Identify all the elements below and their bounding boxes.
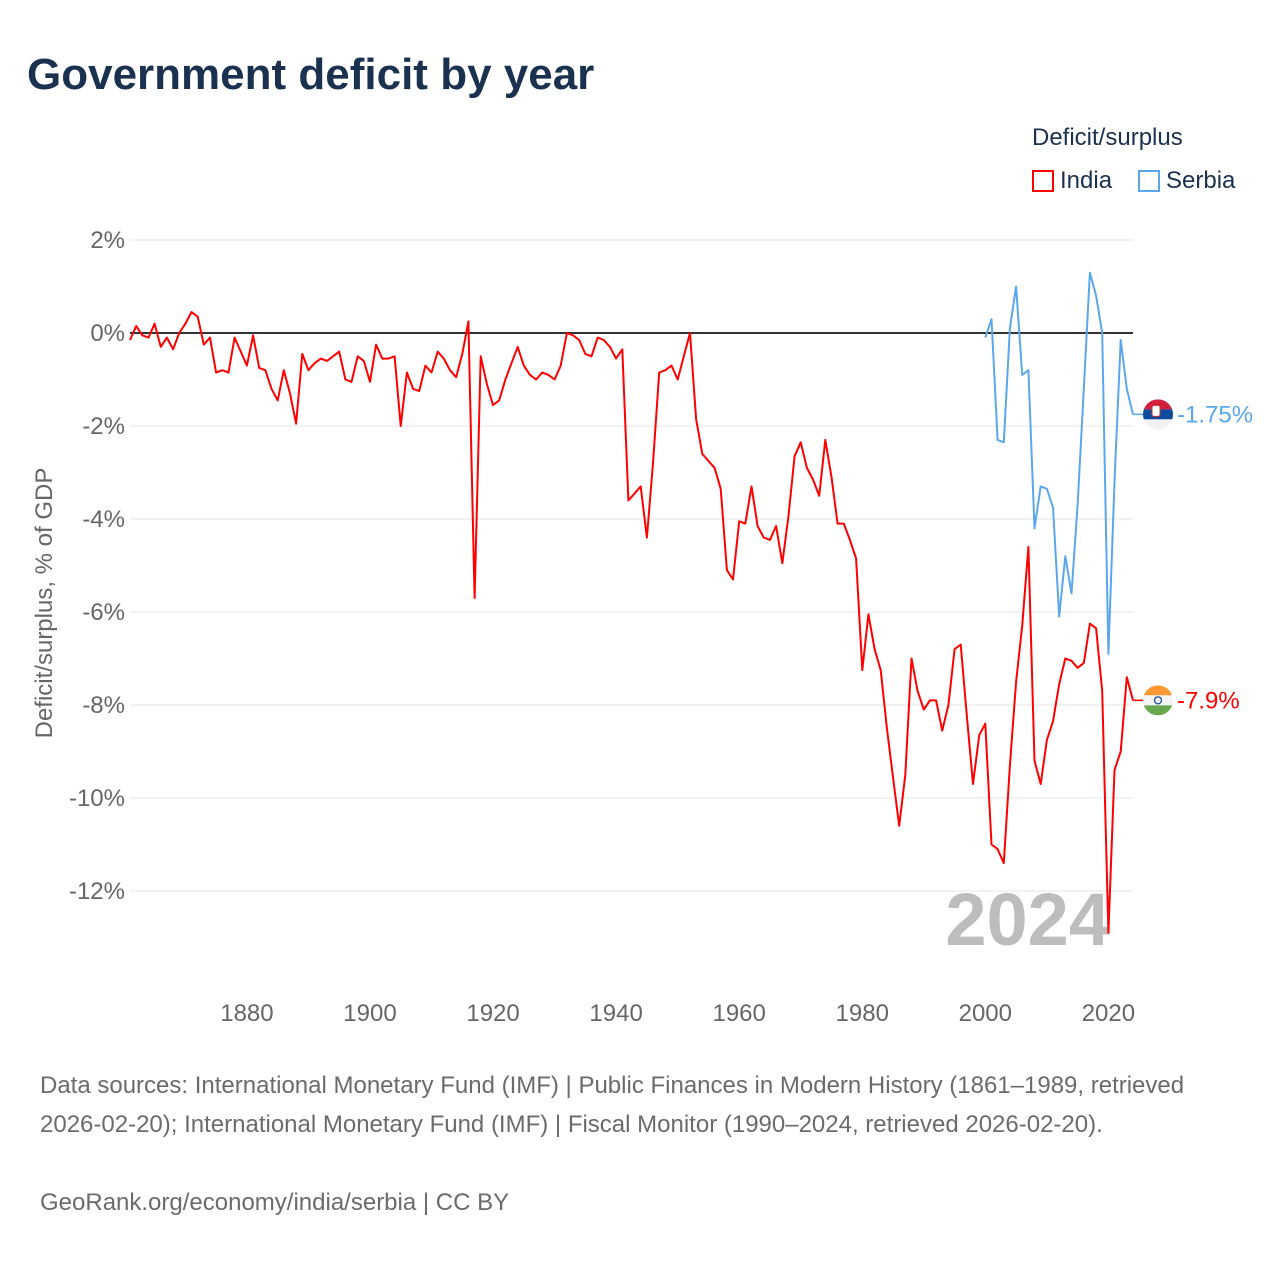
y-tick-label: -10% — [69, 785, 125, 812]
series-line-india — [129, 311, 1134, 934]
y-tick-label: -2% — [82, 413, 125, 440]
flag-stripe — [1143, 705, 1173, 716]
x-tick-label: 2000 — [959, 1000, 1012, 1027]
flag-coat-of-arms — [1151, 404, 1161, 417]
y-axis-title: Deficit/surplus, % of GDP — [31, 468, 58, 739]
flag-body — [1143, 685, 1173, 716]
credit-link[interactable]: GeoRank.org/economy/india/serbia | CC BY — [40, 1189, 510, 1216]
india-flag-icon — [1143, 685, 1173, 716]
chart-title: Government deficit by year — [27, 50, 595, 99]
end-value-label-india: -7.9% — [1177, 687, 1240, 714]
x-tick-label: 1880 — [220, 1000, 273, 1027]
year-watermark: 2024 — [945, 878, 1110, 961]
legend-swatch-serbia — [1138, 170, 1160, 192]
flag-body — [1143, 399, 1173, 430]
y-tick-label: 0% — [90, 320, 125, 347]
series-line-serbia — [984, 271, 1134, 655]
flag-stripe — [1143, 685, 1173, 696]
legend-label-india: India — [1060, 167, 1113, 194]
flag-stripe — [1143, 419, 1173, 430]
y-tick-label: -8% — [82, 692, 125, 719]
line-chart: 2024 2% 0% -2% -4% -6% -8% -10% -12% 1880 1900 19… — [31, 227, 1253, 1027]
x-tick-label: 1940 — [589, 1000, 642, 1027]
end-value-label-serbia: -1.75% — [1177, 401, 1253, 428]
legend-item-india[interactable]: India — [1032, 167, 1112, 195]
y-tick-label: 2% — [90, 227, 125, 254]
legend-label-serbia: Serbia — [1166, 167, 1236, 194]
flag-stripe — [1143, 399, 1173, 410]
legend-swatch-india — [1032, 170, 1054, 192]
x-tick-label: 1980 — [836, 1000, 889, 1027]
serbia-flag-icon — [1143, 399, 1173, 430]
y-tick-label: -6% — [82, 599, 125, 626]
x-tick-label: 1900 — [343, 1000, 396, 1027]
x-tick-label: 1920 — [466, 1000, 519, 1027]
y-tick-label: -4% — [82, 506, 125, 533]
flag-stripe — [1143, 695, 1173, 706]
y-tick-label: -12% — [69, 878, 125, 905]
x-tick-label: 2020 — [1082, 1000, 1135, 1027]
flag-wheel — [1153, 696, 1163, 705]
x-tick-label: 1960 — [712, 1000, 765, 1027]
data-sources: Data sources: International Monetary Fun… — [40, 1072, 1185, 1138]
legend-title: Deficit/surplus — [1032, 124, 1183, 151]
legend-item-serbia[interactable]: Serbia — [1138, 167, 1235, 195]
